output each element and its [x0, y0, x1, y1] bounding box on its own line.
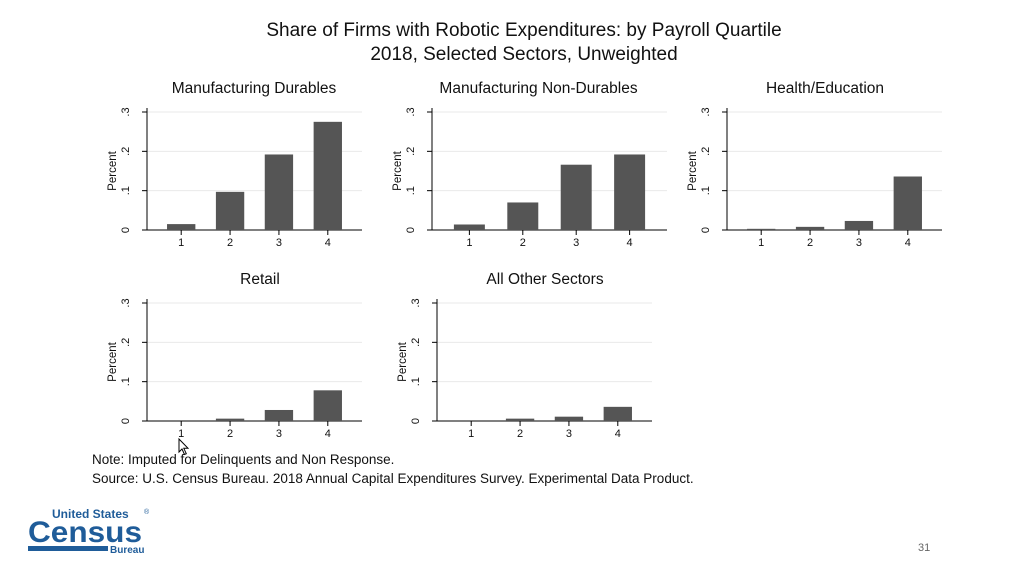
bar	[554, 416, 584, 421]
y-tick-label: .3	[120, 298, 132, 307]
panel-manufacturing-durables: Manufacturing Durables 0 .1 .2 .3 Percent 1 2 3…	[100, 80, 370, 250]
page-number: 31	[918, 542, 931, 554]
bar	[453, 224, 485, 230]
y-tick-label: 0	[120, 418, 132, 424]
y-axis-label: Percent	[107, 341, 119, 381]
panel-all-other-sectors: All Other Sectors 0 .1 .2 .3 Percent 1 2 3 4	[390, 271, 660, 441]
source-note: Source: U.S. Census Bureau. 2018 Annual …	[92, 471, 694, 486]
logo-text-main: Census	[28, 516, 142, 549]
y-axis-label: Percent	[392, 150, 404, 190]
bar	[560, 164, 592, 230]
y-tick-label: .2	[700, 147, 712, 156]
x-tick-label: 4	[325, 428, 331, 440]
y-tick-label: .1	[410, 377, 422, 386]
x-tick-label: 1	[178, 428, 184, 440]
panel-title: All Other Sectors	[486, 271, 604, 288]
footnote: Note: Imputed for Delinquents and Non Re…	[92, 452, 395, 467]
bar-chart: 0 .1 .2 .3 Percent 1 2 3 4	[392, 107, 667, 249]
bar	[844, 220, 874, 230]
logo-underline	[28, 546, 108, 551]
bar	[313, 390, 342, 421]
y-tick-label: .2	[120, 338, 132, 347]
y-tick-label: .2	[410, 338, 422, 347]
x-tick-label: 3	[566, 428, 572, 440]
bar	[264, 154, 294, 230]
bar-chart: 0 .1 .2 .3 Percent 1 2 3 4	[397, 298, 652, 440]
x-tick-label: 2	[227, 237, 233, 249]
x-tick-label: 1	[468, 428, 474, 440]
bar	[505, 418, 535, 421]
chart-title-line1: Share of Firms with Robotic Expenditures…	[266, 20, 782, 41]
y-tick-label: .2	[120, 147, 132, 156]
x-tick-label: 2	[227, 428, 233, 440]
y-axis-label: Percent	[397, 341, 409, 381]
logo-text-sub: Bureau	[110, 545, 144, 556]
x-tick-label: 2	[520, 237, 526, 249]
bar-chart: 0 .1 .2 .3 Percent 1 2 3 4	[687, 107, 942, 249]
chart-title-line2: 2018, Selected Sectors, Unweighted	[370, 44, 678, 65]
bar	[264, 409, 294, 421]
bar	[603, 406, 632, 421]
y-tick-label: .1	[405, 186, 417, 195]
bar	[313, 121, 342, 230]
bar	[215, 418, 245, 421]
panel-title: Manufacturing Durables	[171, 80, 337, 97]
y-axis-label: Percent	[687, 150, 699, 190]
bar	[507, 202, 539, 230]
panel-health-education: Health/Education 0 .1 .2 .3 Percent 1 2 3 4	[680, 80, 950, 250]
panel-title: Health/Education	[765, 80, 885, 97]
panel-title: Retail	[240, 271, 280, 288]
x-tick-label: 2	[517, 428, 523, 440]
mouse-cursor-icon	[178, 438, 190, 456]
x-tick-label: 4	[905, 237, 911, 249]
x-tick-label: 1	[178, 237, 184, 249]
x-tick-label: 3	[276, 237, 282, 249]
x-tick-label: 3	[856, 237, 862, 249]
y-axis-label: Percent	[107, 150, 119, 190]
x-tick-label: 4	[325, 237, 331, 249]
y-tick-label: .1	[120, 186, 132, 195]
y-tick-label: 0	[700, 227, 712, 233]
panel-title: Manufacturing Non-Durables	[439, 80, 638, 97]
x-tick-label: 3	[276, 428, 282, 440]
y-tick-label: .3	[410, 298, 422, 307]
y-tick-label: .1	[700, 186, 712, 195]
panel-retail: Retail 0 .1 .2 .3 Percent 1 2 3 4	[100, 271, 370, 441]
bar-chart: 0 .1 .2 .3 Percent 1 2 3 4	[107, 107, 362, 249]
x-tick-label: 4	[615, 428, 621, 440]
census-bureau-logo: United States ® Census Bureau	[28, 507, 150, 556]
x-tick-label: 1	[758, 237, 764, 249]
y-tick-label: 0	[405, 227, 417, 233]
x-tick-label: 1	[466, 237, 472, 249]
y-tick-label: .3	[405, 107, 417, 116]
y-tick-label: .3	[120, 107, 132, 116]
bar	[215, 191, 245, 230]
x-tick-label: 4	[627, 237, 633, 249]
panel-manufacturing-non-durables: Manufacturing Non-Durables 0 .1 .2 .3 Percen…	[385, 80, 675, 250]
x-tick-label: 3	[573, 237, 579, 249]
bar	[747, 228, 776, 230]
bar	[795, 226, 825, 230]
logo-text-top: United States	[52, 507, 129, 521]
x-tick-label: 2	[807, 237, 813, 249]
bar-chart: 0 .1 .2 .3 Percent 1 2 3 4	[107, 298, 362, 440]
y-tick-label: .3	[700, 107, 712, 116]
logo-registered-mark: ®	[144, 508, 150, 516]
y-tick-label: 0	[120, 227, 132, 233]
bar	[167, 224, 196, 230]
y-tick-label: .1	[120, 377, 132, 386]
bar	[614, 154, 646, 230]
bar	[893, 176, 922, 230]
y-tick-label: .2	[405, 147, 417, 156]
y-tick-label: 0	[410, 418, 422, 424]
